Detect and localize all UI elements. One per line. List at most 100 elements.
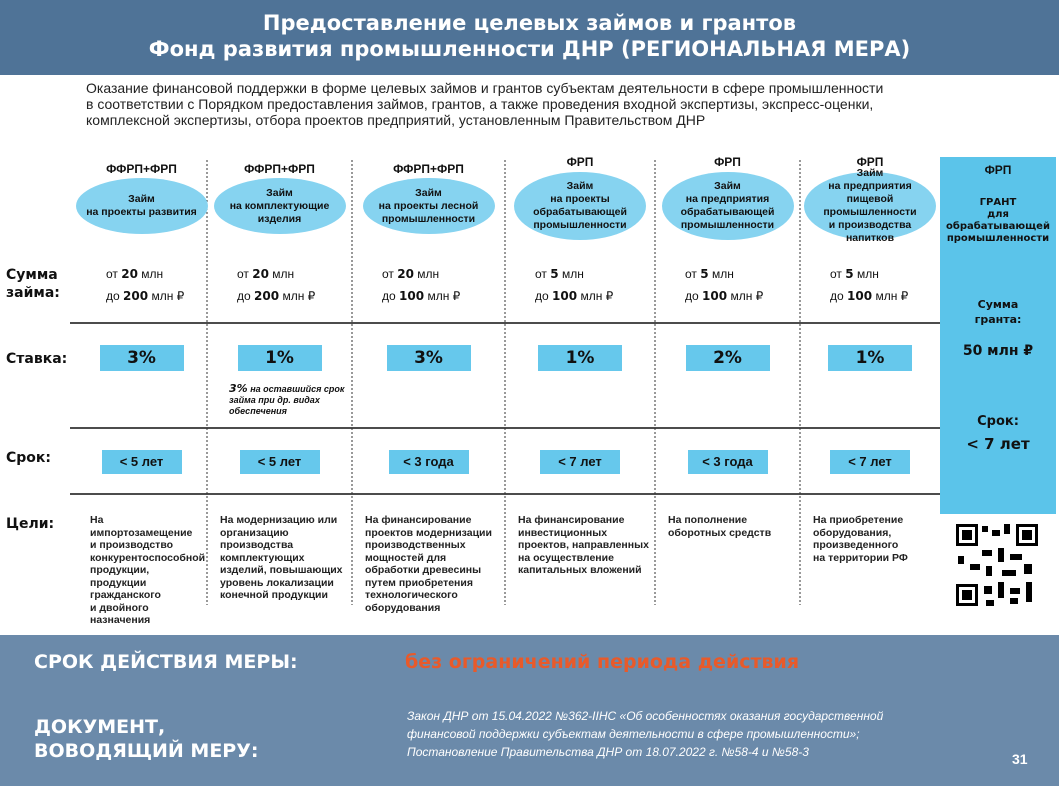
unit: млн bbox=[856, 267, 879, 281]
document-label-line: ВОВОДЯЩИЙ МЕРУ: bbox=[34, 740, 259, 762]
loan-line: обрабатывающей bbox=[533, 206, 627, 218]
loan-line: пищевой промышленности bbox=[823, 193, 917, 218]
goal-line: мощностей для bbox=[365, 551, 447, 564]
goal-line: производственных bbox=[365, 539, 466, 551]
goal: На пополнение оборотных средств bbox=[668, 514, 799, 539]
validity: без ограничений периода действия bbox=[405, 651, 800, 673]
row-label: Сумма займа: bbox=[6, 267, 60, 301]
goal-line: На финансирование bbox=[518, 514, 625, 526]
goal-line: и двойного назначения bbox=[90, 601, 151, 627]
amount: от 20 млн до 200 млн ₽ bbox=[106, 263, 184, 307]
amount-from: от 20 млн bbox=[237, 263, 315, 285]
goal-line: и производство bbox=[90, 539, 174, 551]
unit: млн ₽ bbox=[427, 289, 461, 303]
grant-term-label: Срок: bbox=[977, 414, 1019, 429]
amount-to: до 100 млн ₽ bbox=[830, 285, 908, 307]
grant-title-line: ГРАНТ bbox=[979, 197, 1017, 208]
amount-to: до 100 млн ₽ bbox=[382, 285, 460, 307]
loan-line: Займ bbox=[566, 180, 594, 192]
loan-ellipse: Займ на предприятия пищевой промышленности… bbox=[804, 167, 936, 244]
grant-title-line: промышленности bbox=[946, 233, 1050, 244]
goal-line: оборудования, bbox=[813, 526, 892, 539]
goal-line: комплектующих bbox=[220, 551, 305, 564]
goal: На модернизацию или организацию производст… bbox=[220, 514, 351, 602]
rate-note: 3% на оставшийся срок займа при др. видах… bbox=[229, 383, 359, 417]
term: < 7 лет bbox=[830, 450, 910, 474]
goal-line: проектов, направленных bbox=[518, 539, 649, 551]
prefix: до bbox=[830, 289, 844, 303]
loan-line: Займ bbox=[856, 167, 884, 179]
loan-ellipse: Займ на предприятия обрабатывающей промышле… bbox=[661, 172, 794, 240]
amount: от 20 млн до 200 млн ₽ bbox=[237, 263, 315, 307]
amount-from: от 5 млн bbox=[535, 263, 613, 285]
grant-title-line: для bbox=[987, 209, 1009, 220]
rate: 1% bbox=[538, 345, 622, 371]
goal-line: организацию bbox=[220, 526, 289, 539]
grant-amount-label: Сумма гранта: bbox=[940, 297, 1056, 327]
amount-to: до 100 млн ₽ bbox=[535, 285, 613, 307]
goal: На финансирование инвестиционных проектов,… bbox=[518, 514, 654, 577]
rate: 3% bbox=[386, 345, 471, 371]
row-label: Ставка: bbox=[6, 351, 68, 367]
fund: ФФРП+ФРП bbox=[393, 162, 464, 176]
number: 100 bbox=[702, 289, 728, 303]
amount: от 5 млн до 100 млн ₽ bbox=[535, 263, 613, 307]
goal-line: технологического bbox=[365, 589, 458, 601]
number: 20 bbox=[252, 267, 269, 281]
goal-line: уровень локализации bbox=[220, 576, 334, 589]
goal: На импортозамещение и производство конкуре… bbox=[90, 514, 207, 627]
goal-line: изделий, повышающих bbox=[220, 564, 343, 576]
loan-line: промышленности bbox=[381, 212, 476, 225]
document: Закон ДНР от 15.04.2022 №362-IIНС «Об ос… bbox=[407, 707, 883, 761]
rate-note-text: на оставшийся срок bbox=[250, 384, 345, 394]
loan-line: на комплектующие bbox=[229, 199, 330, 212]
number: 100 bbox=[399, 289, 425, 303]
goal: На приобретение оборудования, произведенно… bbox=[813, 514, 939, 564]
header: Предоставление целевых займов и грантов … bbox=[0, 0, 1059, 75]
rate-note-line: обеспечения bbox=[229, 406, 287, 416]
loan-line: обрабатывающей bbox=[680, 206, 775, 218]
fund: ФРП bbox=[714, 155, 741, 169]
page-number: 31 bbox=[1012, 751, 1028, 767]
amount-from: от 20 млн bbox=[382, 263, 460, 285]
goal-line: На финансирование bbox=[365, 514, 472, 526]
document-label: ДОКУМЕНТ, ВОВОДЯЩИЙ МЕРУ: bbox=[34, 715, 258, 763]
loan-line: изделия bbox=[257, 212, 302, 225]
goal-line: конкурентоспособной bbox=[90, 551, 206, 564]
intro-line: Оказание финансовой поддержки в форме це… bbox=[86, 80, 884, 96]
loan-ellipse: Займ на комплектующие изделия bbox=[213, 178, 346, 234]
unit: млн bbox=[141, 267, 164, 281]
loan-line: Займ bbox=[128, 193, 155, 205]
fund: ФРП bbox=[856, 155, 884, 169]
goal-line: На модернизацию или bbox=[220, 514, 338, 526]
grant-term: < 7 лет bbox=[966, 435, 1030, 453]
goal-line: На приобретение bbox=[813, 514, 904, 526]
fund: ФРП bbox=[566, 155, 594, 169]
loan-ellipse: Займ на проекты обрабатывающей промышленнос… bbox=[514, 172, 646, 240]
number: 20 bbox=[121, 267, 138, 281]
qr-code bbox=[954, 522, 1040, 608]
intro: Оказание финансовой поддержки в форме це… bbox=[86, 80, 956, 128]
grant-title-line: обрабатывающей bbox=[946, 221, 1050, 232]
amount-from: от 5 млн bbox=[685, 263, 763, 285]
validity-label: СРОК ДЕЙСТВИЯ МЕРЫ: bbox=[34, 651, 298, 673]
footer: СРОК ДЕЙСТВИЯ МЕРЫ: без ограничений пери… bbox=[0, 635, 1059, 786]
fund: ФФРП+ФРП bbox=[106, 162, 177, 176]
unit: млн ₽ bbox=[730, 289, 764, 303]
row-label: Срок: bbox=[6, 450, 52, 466]
rate: 1% bbox=[828, 345, 912, 371]
prefix: до bbox=[685, 289, 699, 303]
number: 20 bbox=[397, 267, 414, 281]
amount: от 5 млн до 100 млн ₽ bbox=[830, 263, 908, 307]
goal-line: на осуществление bbox=[518, 551, 614, 564]
loan-line: на проекты bbox=[550, 193, 610, 205]
rate: 2% bbox=[685, 345, 770, 371]
prefix: от bbox=[237, 267, 249, 281]
rate-note-line: займа при др. видах bbox=[229, 395, 320, 405]
loan-line: Займ bbox=[714, 180, 741, 192]
prefix: до bbox=[382, 289, 396, 303]
grant-amount-label-line: Сумма bbox=[977, 298, 1019, 311]
loan-line: на проекты развития bbox=[86, 206, 197, 218]
unit: млн bbox=[711, 267, 734, 281]
